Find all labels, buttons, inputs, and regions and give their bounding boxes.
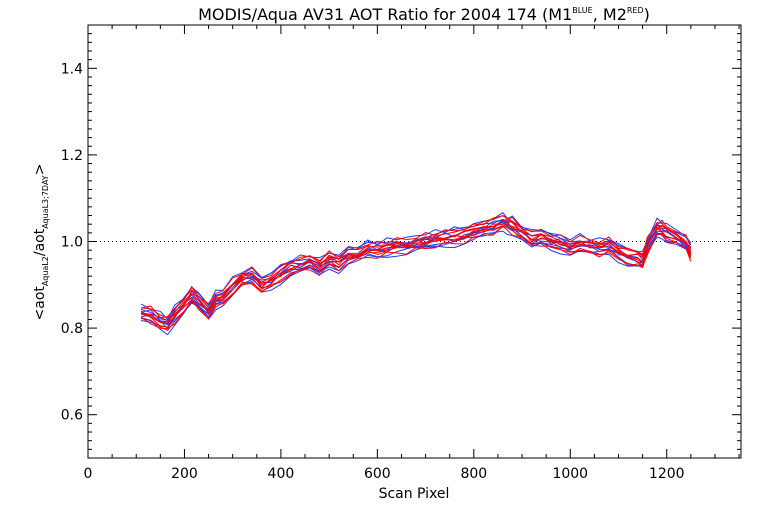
- ylabel-sub1: AquaL2: [41, 256, 50, 286]
- x-tick-label: 0: [84, 466, 93, 482]
- series-line-m2-9: [140, 224, 692, 328]
- x-axis-ticks: 0 200 400 600 800 1000 1200: [84, 25, 740, 482]
- series-line-m1-5: [140, 230, 692, 336]
- title-main: MODIS/Aqua AV31 AOT Ratio for 2004 174 (…: [198, 5, 572, 24]
- title-end: ): [644, 5, 650, 24]
- series-group: [140, 212, 692, 336]
- ylabel-pre: <aot: [32, 286, 48, 321]
- series-line-m2-13: [140, 225, 692, 330]
- x-tick-label: 1000: [552, 466, 588, 482]
- y-tick-label: 1.2: [61, 148, 83, 164]
- y-tick-label: 0.8: [61, 321, 83, 337]
- x-tick-label: 200: [171, 466, 198, 482]
- ylabel-sub2: AquaL3;7DAY: [41, 175, 50, 229]
- series-line-m2-15: [140, 223, 692, 325]
- series-line-m1-7: [141, 220, 692, 330]
- x-tick-label: 800: [460, 466, 487, 482]
- y-tick-label: 1.4: [61, 61, 83, 77]
- x-tick-label: 400: [268, 466, 295, 482]
- x-tick-label: 1200: [649, 466, 685, 482]
- ylabel-mid: /aot: [32, 228, 48, 256]
- ylabel-post: >: [32, 164, 48, 176]
- series-line-m1-4: [140, 218, 692, 322]
- series-line-m2-14: [141, 215, 692, 319]
- chart-title: MODIS/Aqua AV31 AOT Ratio for 2004 174 (…: [198, 5, 650, 24]
- x-axis-label: Scan Pixel: [379, 486, 450, 502]
- title-mid: , M2: [593, 5, 627, 24]
- x-tick-label: 600: [364, 466, 391, 482]
- y-tick-label: 1.0: [61, 235, 83, 251]
- title-sup-red: RED: [627, 6, 644, 15]
- title-sup-blue: BLUE: [572, 6, 592, 15]
- y-tick-label: 0.6: [61, 408, 83, 424]
- y-axis-label: <aotAquaL2/aotAquaL3;7DAY>: [32, 164, 50, 321]
- y-axis-ticks: 0.6 0.8 1.0 1.2 1.4: [61, 24, 741, 459]
